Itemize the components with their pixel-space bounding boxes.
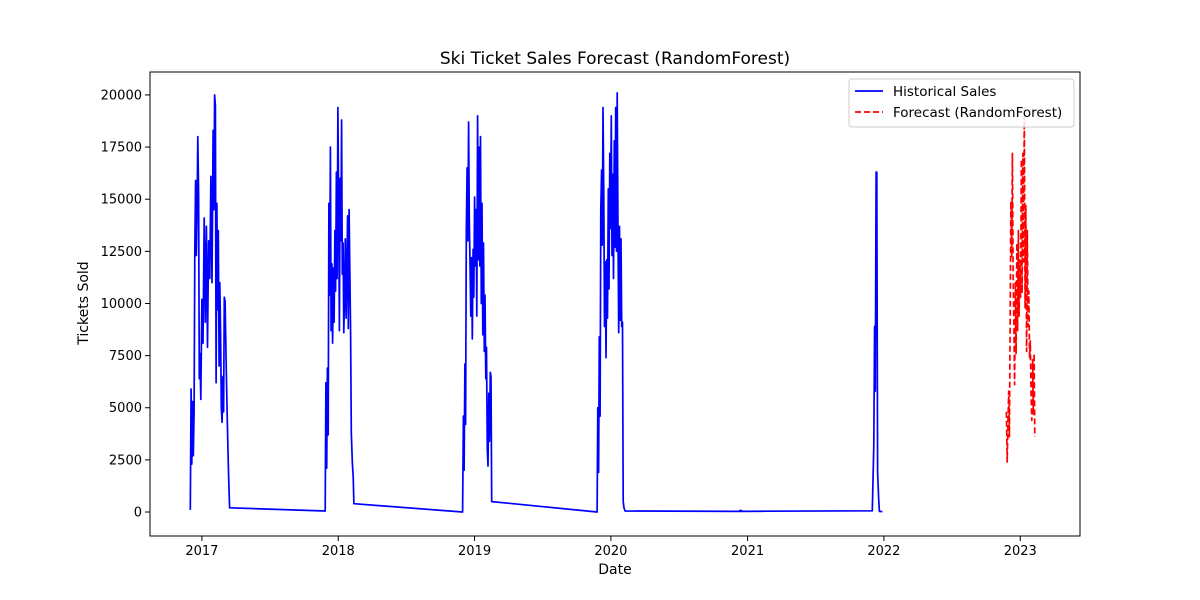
x-tick-label: 2018: [322, 544, 355, 559]
series-line-forecast: [1005, 106, 1036, 463]
chart-title: Ski Ticket Sales Forecast (RandomForest): [440, 49, 790, 69]
legend-label: Forecast (RandomForest): [893, 105, 1062, 121]
x-axis: 2017 2018 2019 2020 2021 2022 2023: [185, 536, 1037, 559]
y-tick-label: 20000: [101, 88, 142, 103]
legend-box: [848, 78, 1075, 128]
legend: Historical Sales Forecast (RandomForest): [848, 78, 1075, 128]
y-axis: 0 2500 5000 7500 10000 12500 15000 17500 20000: [101, 88, 150, 521]
x-axis-title: Date: [598, 562, 631, 578]
x-tick-label: 2023: [1004, 544, 1037, 559]
y-axis-title: Tickets Sold: [76, 261, 92, 345]
y-tick-label: 0: [134, 506, 142, 521]
plot-area: [189, 92, 1036, 513]
y-tick-label: 10000: [101, 297, 142, 312]
plot-frame: [149, 71, 1081, 537]
y-tick-label: 15000: [101, 193, 142, 208]
x-tick-label: 2020: [594, 544, 627, 559]
x-tick-label: 2021: [731, 544, 764, 559]
x-tick-label: 2022: [867, 544, 900, 559]
y-tick-label: 5000: [109, 401, 142, 416]
y-tick-label: 7500: [109, 349, 142, 364]
y-tick-label: 17500: [101, 141, 142, 156]
x-tick-label: 2019: [458, 544, 491, 559]
y-tick-label: 2500: [109, 453, 142, 468]
legend-label: Historical Sales: [893, 84, 996, 100]
series-line-historical: [189, 92, 883, 513]
y-tick-label: 12500: [101, 245, 142, 260]
x-tick-label: 2017: [185, 544, 218, 559]
